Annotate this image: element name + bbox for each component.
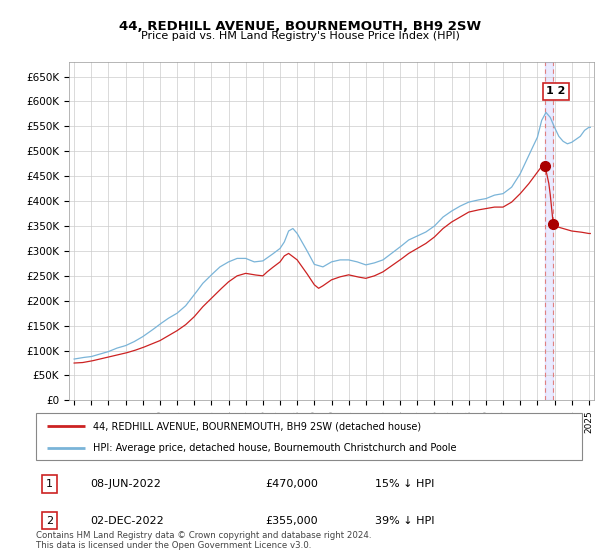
Text: 02-DEC-2022: 02-DEC-2022 [91,516,164,525]
Text: 15% ↓ HPI: 15% ↓ HPI [374,479,434,489]
Text: 08-JUN-2022: 08-JUN-2022 [91,479,161,489]
Text: £355,000: £355,000 [265,516,318,525]
Text: 2: 2 [46,516,53,525]
Bar [545,62,553,400]
Text: 44, REDHILL AVENUE, BOURNEMOUTH, BH9 2SW (detached house): 44, REDHILL AVENUE, BOURNEMOUTH, BH9 2SW… [94,421,421,431]
Text: 1: 1 [46,479,53,489]
Text: 1 2: 1 2 [546,86,565,96]
Text: HPI: Average price, detached house, Bournemouth Christchurch and Poole: HPI: Average price, detached house, Bour… [94,444,457,454]
Text: Contains HM Land Registry data © Crown copyright and database right 2024.
This d: Contains HM Land Registry data © Crown c… [36,530,371,550]
Text: 44, REDHILL AVENUE, BOURNEMOUTH, BH9 2SW: 44, REDHILL AVENUE, BOURNEMOUTH, BH9 2SW [119,20,481,32]
Text: £470,000: £470,000 [265,479,318,489]
Text: Price paid vs. HM Land Registry's House Price Index (HPI): Price paid vs. HM Land Registry's House … [140,31,460,41]
Text: 39% ↓ HPI: 39% ↓ HPI [374,516,434,525]
